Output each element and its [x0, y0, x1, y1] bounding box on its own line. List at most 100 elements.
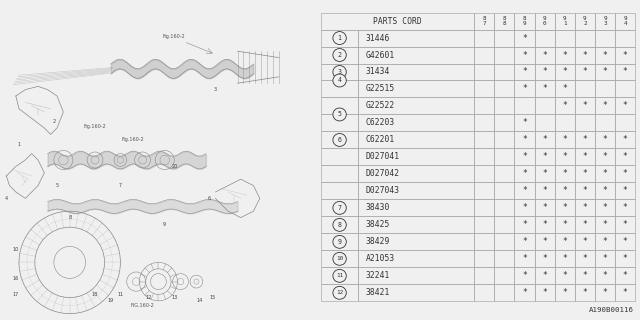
Circle shape: [333, 236, 346, 248]
Bar: [615, 233, 636, 250]
Text: 38425: 38425: [366, 220, 390, 229]
Text: *: *: [603, 271, 607, 280]
Bar: [494, 63, 515, 81]
Text: *: *: [582, 187, 588, 196]
Circle shape: [333, 201, 346, 214]
Bar: [321, 216, 358, 233]
Bar: [615, 63, 636, 81]
Bar: [575, 63, 595, 81]
Text: *: *: [623, 254, 628, 263]
Text: 17: 17: [13, 292, 19, 297]
Bar: [555, 115, 575, 132]
Text: G22522: G22522: [366, 101, 395, 110]
Bar: [555, 216, 575, 233]
Text: 20: 20: [171, 164, 177, 169]
Text: *: *: [582, 135, 588, 144]
Bar: [515, 165, 534, 182]
Text: 14: 14: [196, 298, 203, 303]
Bar: [575, 267, 595, 284]
Text: *: *: [522, 288, 527, 297]
Bar: [358, 132, 474, 148]
Bar: [494, 115, 515, 132]
Bar: [615, 46, 636, 63]
Text: *: *: [522, 152, 527, 161]
Bar: [321, 12, 474, 29]
Text: *: *: [542, 187, 547, 196]
Text: *: *: [563, 187, 567, 196]
Bar: [555, 182, 575, 199]
Bar: [358, 46, 474, 63]
Bar: [474, 250, 494, 267]
Bar: [615, 98, 636, 115]
Text: *: *: [563, 204, 567, 212]
Text: *: *: [563, 220, 567, 229]
Text: D027043: D027043: [366, 187, 400, 196]
Text: Fig.160-2: Fig.160-2: [84, 124, 106, 129]
Bar: [494, 267, 515, 284]
Bar: [321, 29, 358, 46]
Text: 6: 6: [337, 137, 342, 143]
Bar: [534, 115, 555, 132]
Bar: [474, 148, 494, 165]
Text: 5: 5: [337, 111, 342, 117]
Circle shape: [333, 32, 346, 44]
Text: G42601: G42601: [366, 51, 395, 60]
Bar: [595, 199, 615, 216]
Bar: [595, 267, 615, 284]
Bar: [575, 250, 595, 267]
Text: *: *: [563, 152, 567, 161]
Text: FIG.160-2: FIG.160-2: [131, 303, 154, 308]
Bar: [534, 284, 555, 301]
Text: *: *: [542, 84, 547, 93]
Bar: [615, 199, 636, 216]
Bar: [555, 81, 575, 98]
Bar: [494, 199, 515, 216]
Text: *: *: [603, 152, 607, 161]
Text: *: *: [542, 204, 547, 212]
Text: *: *: [563, 68, 567, 76]
Bar: [474, 165, 494, 182]
Text: 8
7: 8 7: [483, 16, 486, 26]
Bar: [615, 267, 636, 284]
Text: 38429: 38429: [366, 237, 390, 246]
Bar: [555, 63, 575, 81]
Bar: [515, 46, 534, 63]
Bar: [595, 12, 615, 29]
Text: 2: 2: [52, 119, 56, 124]
Text: *: *: [603, 51, 607, 60]
Text: 12: 12: [146, 295, 152, 300]
Text: *: *: [542, 68, 547, 76]
Bar: [515, 63, 534, 81]
Text: *: *: [582, 254, 588, 263]
Bar: [575, 165, 595, 182]
Text: *: *: [603, 169, 607, 179]
Bar: [494, 132, 515, 148]
Text: 6: 6: [207, 196, 211, 201]
Bar: [474, 233, 494, 250]
Text: 10: 10: [336, 256, 343, 261]
Text: *: *: [542, 152, 547, 161]
Text: *: *: [603, 288, 607, 297]
Bar: [575, 233, 595, 250]
Bar: [575, 148, 595, 165]
Text: *: *: [623, 51, 628, 60]
Text: 3: 3: [337, 69, 342, 75]
Text: *: *: [563, 135, 567, 144]
Bar: [474, 115, 494, 132]
Bar: [494, 182, 515, 199]
Bar: [494, 165, 515, 182]
Bar: [575, 284, 595, 301]
Bar: [595, 165, 615, 182]
Bar: [555, 267, 575, 284]
Bar: [595, 284, 615, 301]
Bar: [494, 284, 515, 301]
Text: *: *: [623, 101, 628, 110]
Text: 31434: 31434: [366, 68, 390, 76]
Text: *: *: [582, 152, 588, 161]
Bar: [515, 115, 534, 132]
Bar: [575, 81, 595, 98]
Bar: [321, 284, 358, 301]
Bar: [474, 216, 494, 233]
Bar: [321, 81, 358, 98]
Bar: [534, 199, 555, 216]
